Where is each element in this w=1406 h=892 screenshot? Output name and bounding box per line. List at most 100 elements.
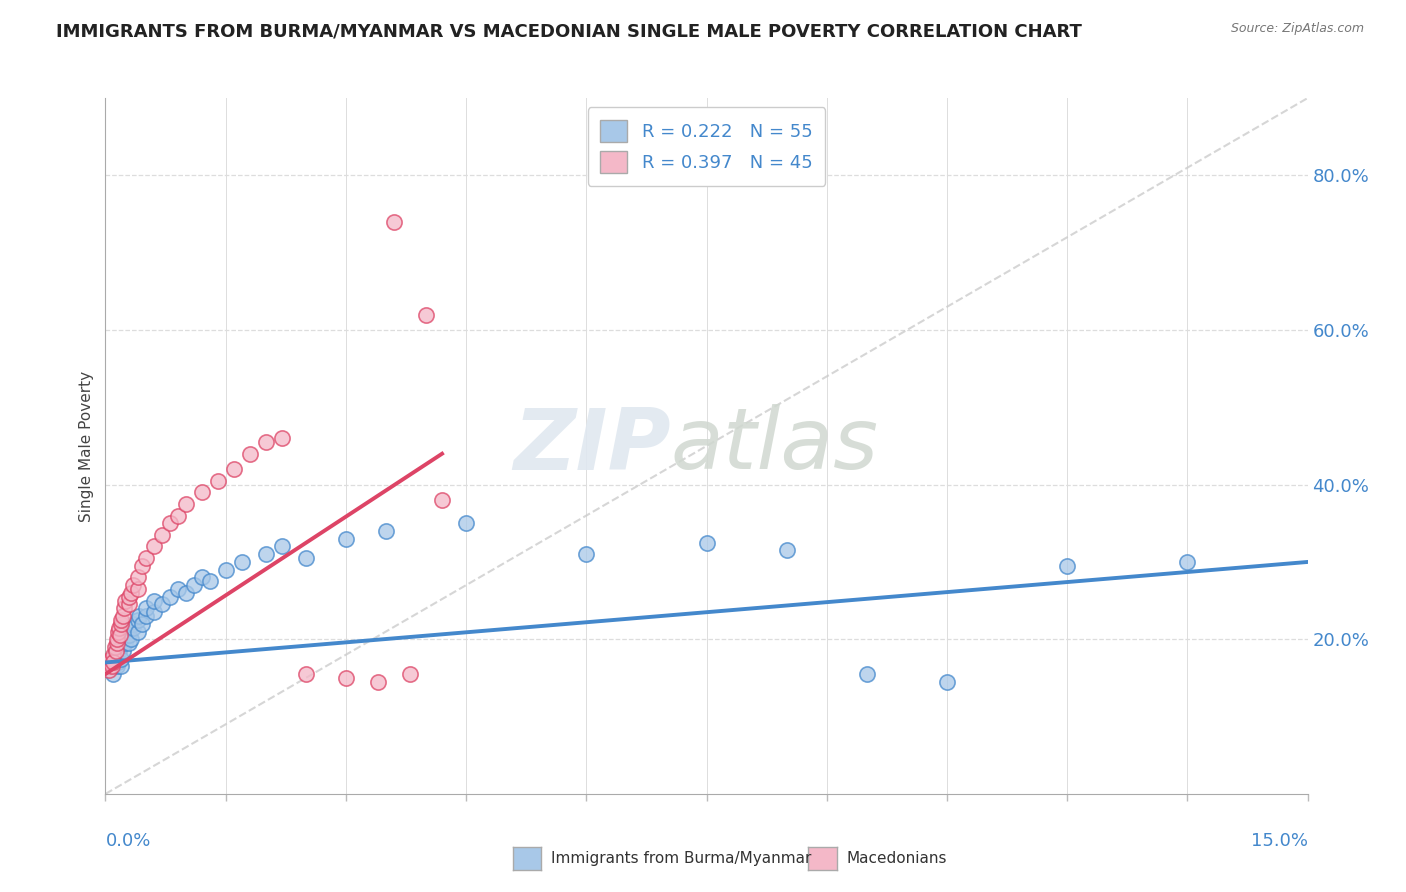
Point	[103, 656, 125, 670]
Point	[104, 640, 127, 654]
Point	[190, 570, 212, 584]
Point	[270, 540, 292, 554]
Point	[107, 632, 129, 647]
Point	[112, 609, 135, 624]
Text: Immigrants from Burma/Myanmar: Immigrants from Burma/Myanmar	[551, 852, 811, 866]
Text: Macedonians: Macedonians	[846, 852, 946, 866]
Point	[207, 474, 229, 488]
Point	[118, 598, 141, 612]
Point	[127, 624, 149, 639]
Point	[575, 547, 598, 561]
Point	[150, 598, 173, 612]
Point	[166, 508, 188, 523]
Point	[98, 656, 121, 670]
Point	[107, 651, 129, 665]
Point	[108, 628, 131, 642]
Point	[121, 578, 143, 592]
Point	[399, 667, 422, 681]
Point	[127, 570, 149, 584]
Point	[114, 593, 136, 607]
Point	[159, 516, 181, 531]
Point	[335, 671, 357, 685]
Point	[142, 593, 165, 607]
Point	[131, 616, 153, 631]
Point	[150, 528, 173, 542]
Point	[118, 628, 141, 642]
Point	[103, 651, 125, 665]
Point	[254, 547, 277, 561]
Point	[295, 551, 318, 566]
Point	[103, 648, 125, 662]
Point	[335, 532, 357, 546]
Point	[159, 590, 181, 604]
Point	[131, 558, 153, 573]
Point	[110, 613, 132, 627]
Point	[101, 659, 124, 673]
Point	[118, 590, 141, 604]
Point	[104, 644, 127, 658]
Point	[135, 601, 157, 615]
Point	[415, 308, 437, 322]
Point	[1056, 558, 1078, 573]
Point	[776, 543, 799, 558]
Point	[105, 659, 128, 673]
Point	[114, 628, 136, 642]
Point	[118, 636, 141, 650]
Text: ZIP: ZIP	[513, 404, 671, 488]
Point	[183, 578, 205, 592]
Point	[166, 582, 188, 596]
Point	[112, 632, 135, 647]
Point	[108, 644, 131, 658]
Point	[107, 656, 129, 670]
Point	[127, 582, 149, 596]
Point	[110, 651, 132, 665]
Text: atlas: atlas	[671, 404, 879, 488]
Point	[254, 435, 277, 450]
Point	[128, 609, 150, 624]
Point	[190, 485, 212, 500]
Point	[936, 674, 959, 689]
Legend: R = 0.222   N = 55, R = 0.397   N = 45: R = 0.222 N = 55, R = 0.397 N = 45	[588, 107, 825, 186]
Point	[97, 659, 120, 673]
Point	[135, 609, 157, 624]
Point	[108, 621, 131, 635]
Point	[107, 624, 129, 639]
Point	[855, 667, 877, 681]
Text: 0.0%: 0.0%	[105, 832, 150, 850]
Point	[104, 644, 127, 658]
Point	[430, 493, 453, 508]
Point	[105, 636, 128, 650]
Point	[100, 651, 122, 665]
Point	[142, 540, 165, 554]
Point	[127, 613, 149, 627]
Point	[98, 663, 121, 677]
Point	[454, 516, 477, 531]
Point	[696, 535, 718, 549]
Point	[98, 656, 121, 670]
Point	[120, 632, 142, 647]
Point	[122, 621, 145, 635]
Point	[110, 659, 132, 673]
Point	[121, 616, 143, 631]
Point	[214, 563, 236, 577]
Point	[104, 648, 127, 662]
Point	[103, 667, 125, 681]
Y-axis label: Single Male Poverty: Single Male Poverty	[79, 370, 94, 522]
Point	[118, 621, 141, 635]
Point	[382, 215, 405, 229]
Point	[108, 640, 131, 654]
Point	[101, 659, 124, 673]
Point	[367, 674, 389, 689]
Point	[174, 497, 197, 511]
Point	[374, 524, 398, 538]
Point	[114, 636, 136, 650]
Point	[142, 605, 165, 619]
Point	[112, 644, 135, 658]
Point	[295, 667, 318, 681]
Text: Source: ZipAtlas.com: Source: ZipAtlas.com	[1230, 22, 1364, 36]
Point	[174, 586, 197, 600]
Point	[239, 447, 262, 461]
Point	[112, 601, 135, 615]
Point	[135, 551, 157, 566]
Point	[115, 624, 138, 639]
